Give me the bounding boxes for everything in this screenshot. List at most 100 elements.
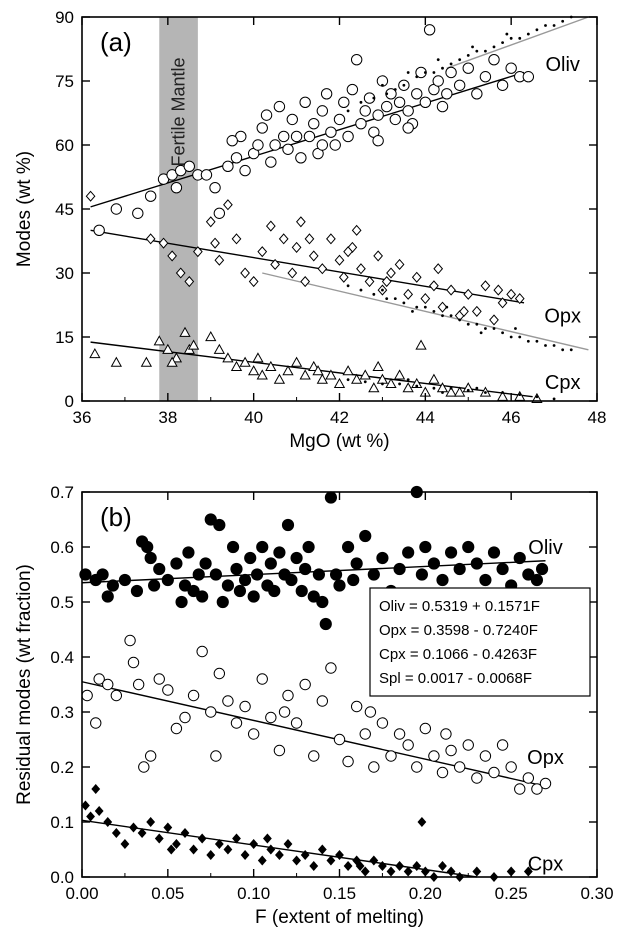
data-point-oliv <box>325 126 337 138</box>
data-point-opx <box>368 761 380 773</box>
data-point-cpx <box>166 844 176 855</box>
data-point-cpx <box>445 386 457 397</box>
data-point-opx <box>167 250 177 262</box>
data-point-opx <box>248 275 259 288</box>
data-point-opx <box>480 280 491 292</box>
panel-a-x-axis-title: MgO (wt %) <box>289 431 389 452</box>
data-point-opx <box>158 237 169 249</box>
data-point-cpx <box>403 866 413 877</box>
data-point-oliv <box>106 579 120 592</box>
data-point-opx <box>432 310 436 313</box>
x-tick-label: 0.30 <box>580 884 613 903</box>
data-point-oliv <box>226 540 240 554</box>
data-point-oliv <box>376 551 389 565</box>
data-point-opx <box>458 318 462 322</box>
data-point-oliv <box>445 66 457 79</box>
data-point-oliv <box>347 573 360 587</box>
data-point-cpx <box>292 855 301 866</box>
data-point-opx <box>394 258 405 271</box>
data-point-opx <box>223 199 233 211</box>
data-point-oliv <box>444 546 458 559</box>
data-point-opx <box>402 739 414 751</box>
trend-line-cpx <box>81 819 477 878</box>
data-point-cpx <box>282 365 294 376</box>
data-point-oliv <box>561 19 565 23</box>
data-point-oliv <box>496 79 509 91</box>
data-point-oliv <box>144 551 157 565</box>
data-point-oliv <box>233 584 247 598</box>
data-point-opx <box>102 678 114 691</box>
data-point-opx <box>497 297 508 309</box>
data-point-cpx <box>111 827 121 839</box>
data-point-opx <box>214 254 225 266</box>
data-point-oliv <box>350 53 363 66</box>
data-point-opx <box>475 322 479 326</box>
data-point-oliv <box>132 207 144 219</box>
data-point-oliv <box>393 562 406 576</box>
data-point-opx <box>522 772 535 784</box>
data-point-cpx <box>475 386 479 390</box>
data-point-oliv <box>530 573 544 587</box>
data-point-oliv <box>226 135 238 147</box>
y-tick-label: 0.1 <box>50 813 74 832</box>
data-point-oliv <box>199 557 212 570</box>
data-point-opx <box>446 284 456 296</box>
data-point-oliv <box>213 207 226 219</box>
data-point-oliv <box>178 579 192 592</box>
data-point-opx <box>411 271 422 283</box>
data-point-cpx <box>501 391 504 394</box>
data-point-opx <box>402 301 406 305</box>
data-point-oliv <box>247 590 260 603</box>
data-point-opx <box>471 305 482 317</box>
data-point-opx <box>459 305 469 317</box>
data-point-cpx <box>415 384 419 388</box>
data-point-opx <box>415 305 419 309</box>
data-point-opx <box>539 777 552 790</box>
data-point-opx <box>308 750 320 762</box>
data-point-cpx <box>146 816 156 828</box>
data-point-cpx <box>325 369 337 380</box>
y-tick-label: 0.2 <box>50 758 74 777</box>
data-point-oliv <box>462 62 474 74</box>
data-point-opx <box>385 297 389 300</box>
y-tick-label: 0.3 <box>50 703 74 722</box>
data-point-opx <box>359 728 371 740</box>
data-point-oliv <box>402 122 414 134</box>
data-point-oliv <box>419 96 432 109</box>
data-point-oliv <box>222 160 234 173</box>
data-point-oliv <box>419 540 432 554</box>
data-point-oliv <box>513 551 526 565</box>
data-point-oliv <box>221 579 235 592</box>
data-point-cpx <box>249 838 259 850</box>
data-point-cpx <box>197 833 207 844</box>
data-point-cpx <box>381 382 384 386</box>
data-point-opx <box>205 706 217 718</box>
data-point-cpx <box>205 330 217 342</box>
data-point-oliv <box>535 562 549 576</box>
data-point-opx <box>419 722 432 735</box>
data-point-oliv <box>308 117 320 130</box>
data-point-cpx <box>316 373 328 384</box>
data-point-oliv <box>303 130 316 143</box>
data-point-oliv <box>436 573 449 587</box>
data-point-oliv <box>341 540 355 554</box>
data-point-cpx <box>552 397 556 401</box>
data-point-oliv <box>269 139 281 151</box>
data-point-oliv <box>342 130 354 143</box>
data-point-oliv <box>281 518 295 532</box>
data-point-opx <box>359 288 363 292</box>
data-point-opx <box>496 739 509 751</box>
data-point-oliv <box>182 546 195 559</box>
data-point-oliv <box>441 88 453 100</box>
series-label-opx: Opx <box>544 306 581 328</box>
data-point-opx <box>282 689 294 702</box>
data-point-cpx <box>300 849 310 861</box>
data-point-oliv <box>187 584 200 598</box>
x-tick-label: 42 <box>330 408 349 427</box>
data-point-opx <box>505 761 517 773</box>
data-point-opx <box>356 263 366 275</box>
data-point-opx <box>428 750 440 762</box>
data-point-oliv <box>118 573 132 587</box>
panel-b-y-axis-title: Residual modes (wt fraction) <box>14 564 35 805</box>
series-opx-diamond-open <box>85 190 525 326</box>
